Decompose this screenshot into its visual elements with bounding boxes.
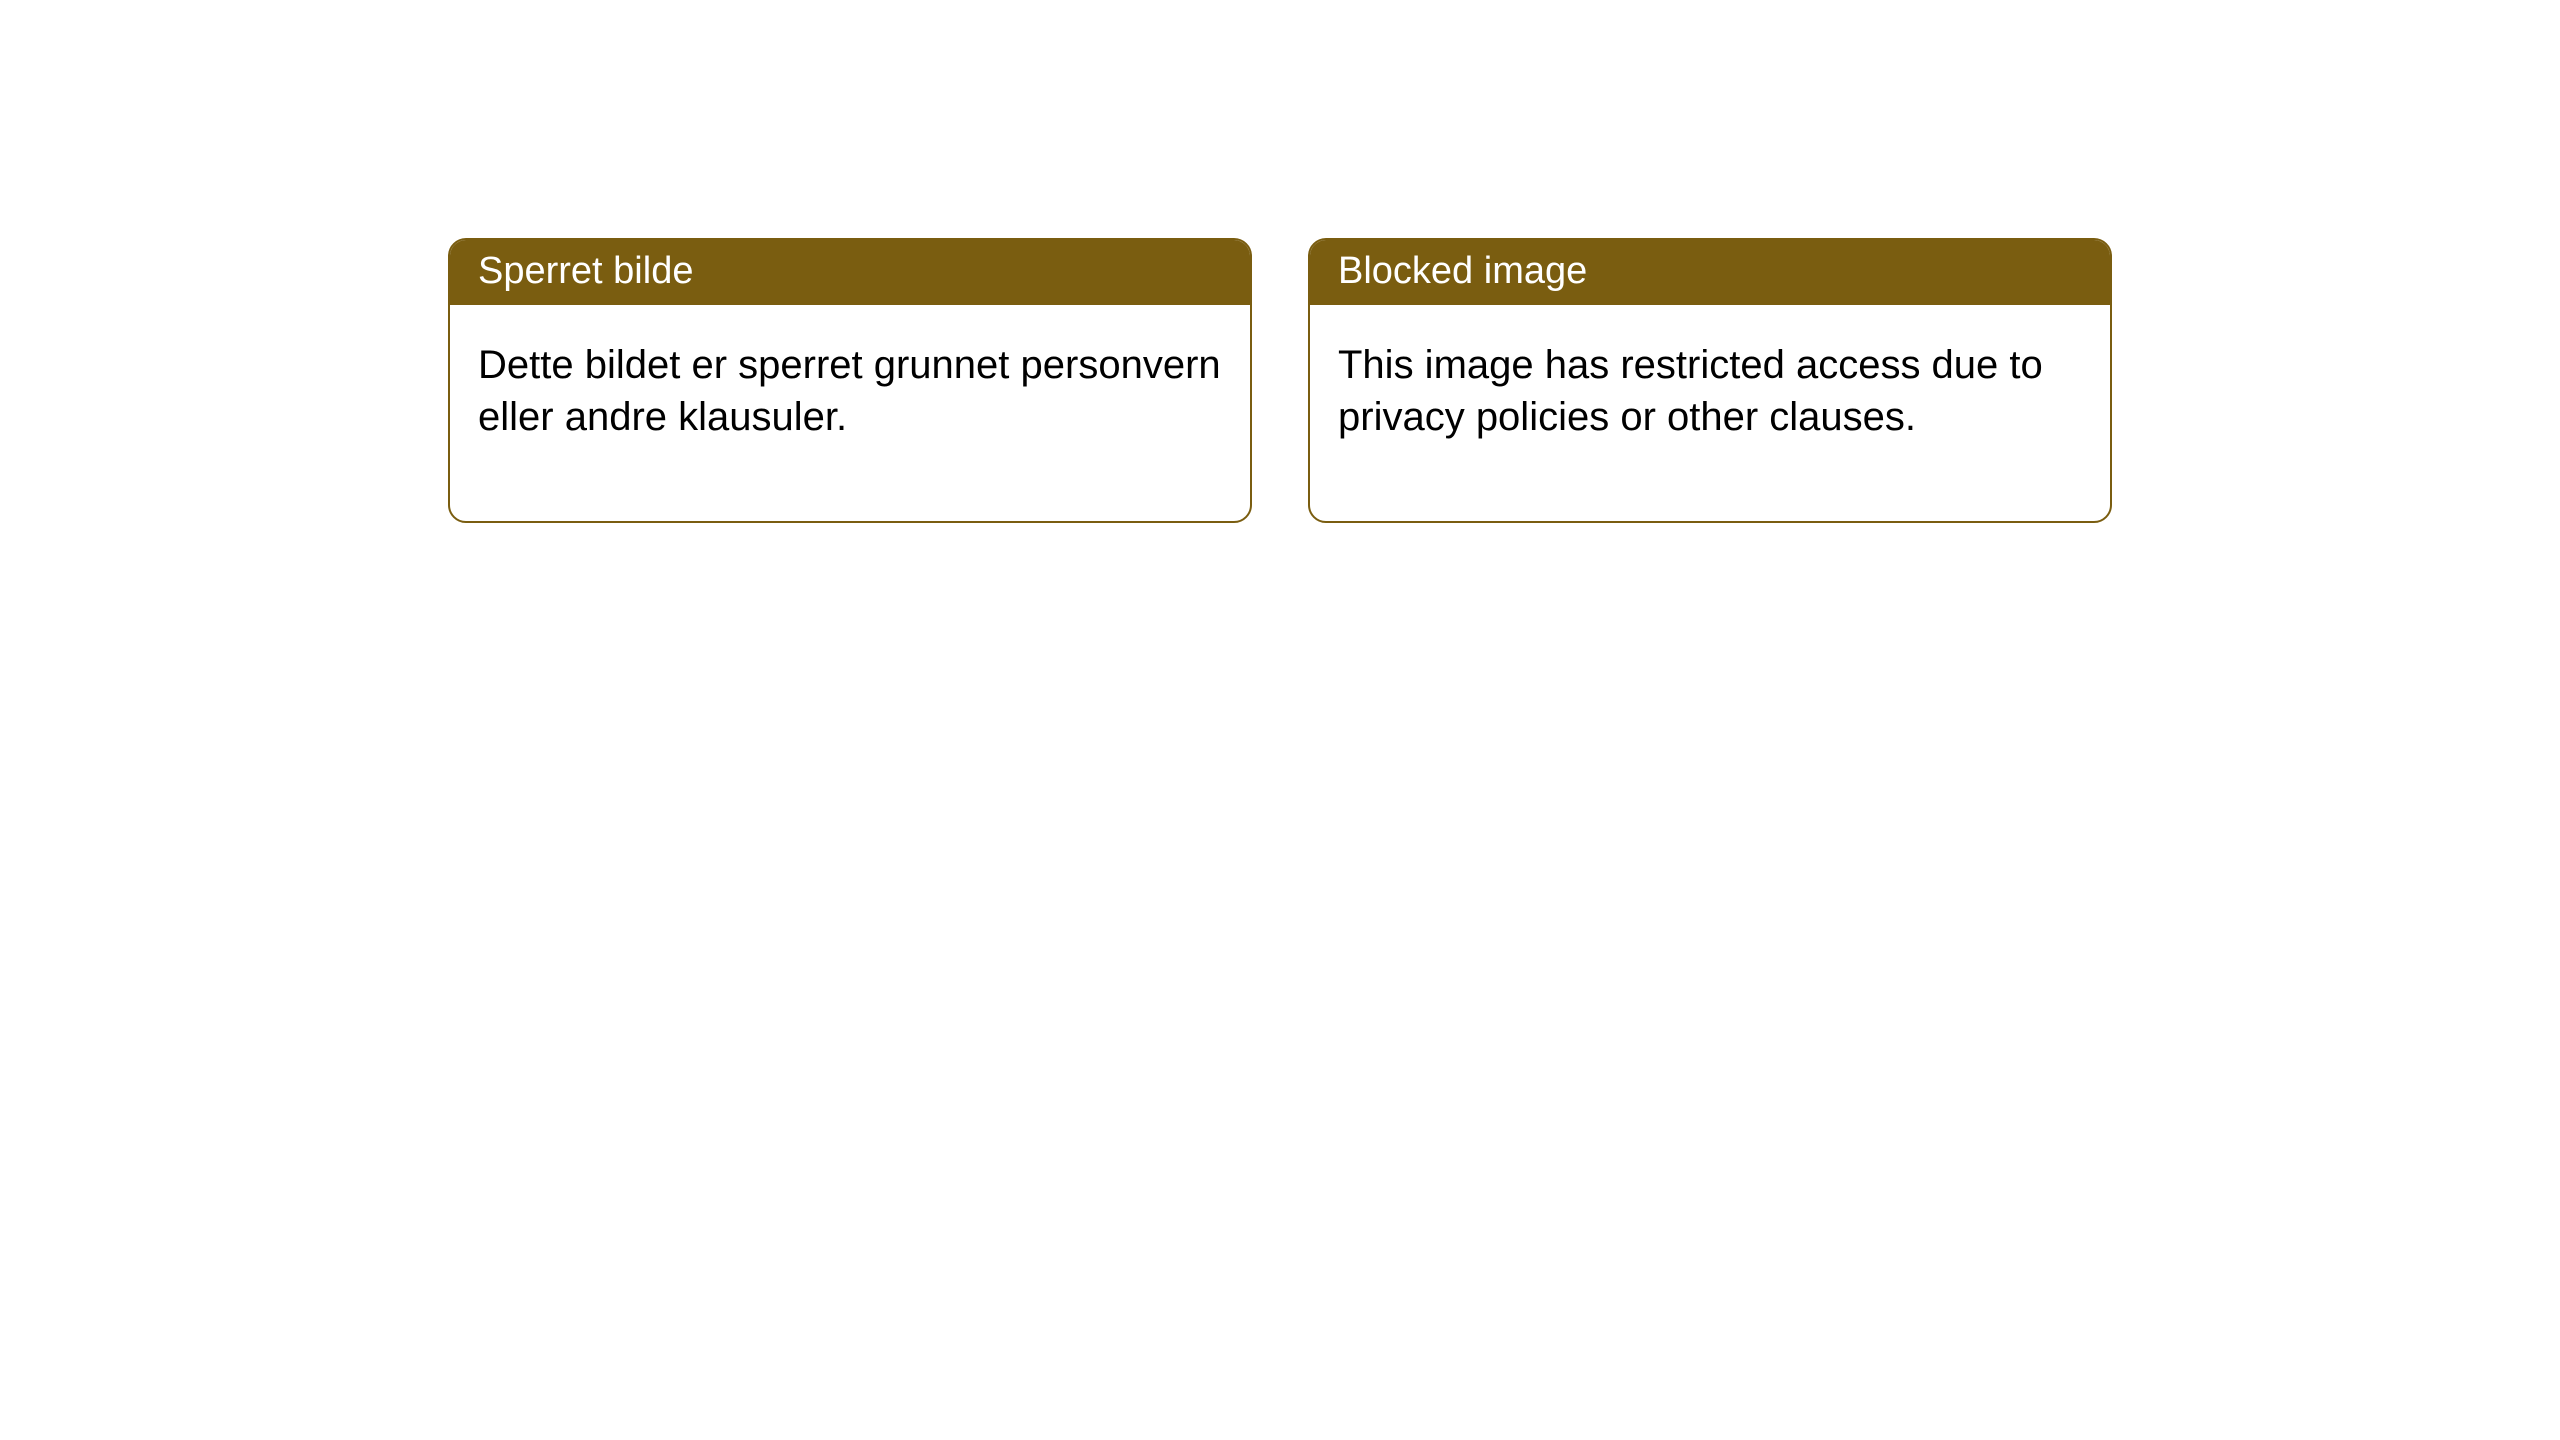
notice-card-norwegian: Sperret bilde Dette bildet er sperret gr… (448, 238, 1252, 523)
notice-message-norwegian: Dette bildet er sperret grunnet personve… (450, 305, 1250, 521)
notice-message-english: This image has restricted access due to … (1310, 305, 2110, 521)
notice-title-english: Blocked image (1310, 240, 2110, 305)
notice-title-norwegian: Sperret bilde (450, 240, 1250, 305)
notice-container: Sperret bilde Dette bildet er sperret gr… (0, 0, 2560, 523)
notice-card-english: Blocked image This image has restricted … (1308, 238, 2112, 523)
